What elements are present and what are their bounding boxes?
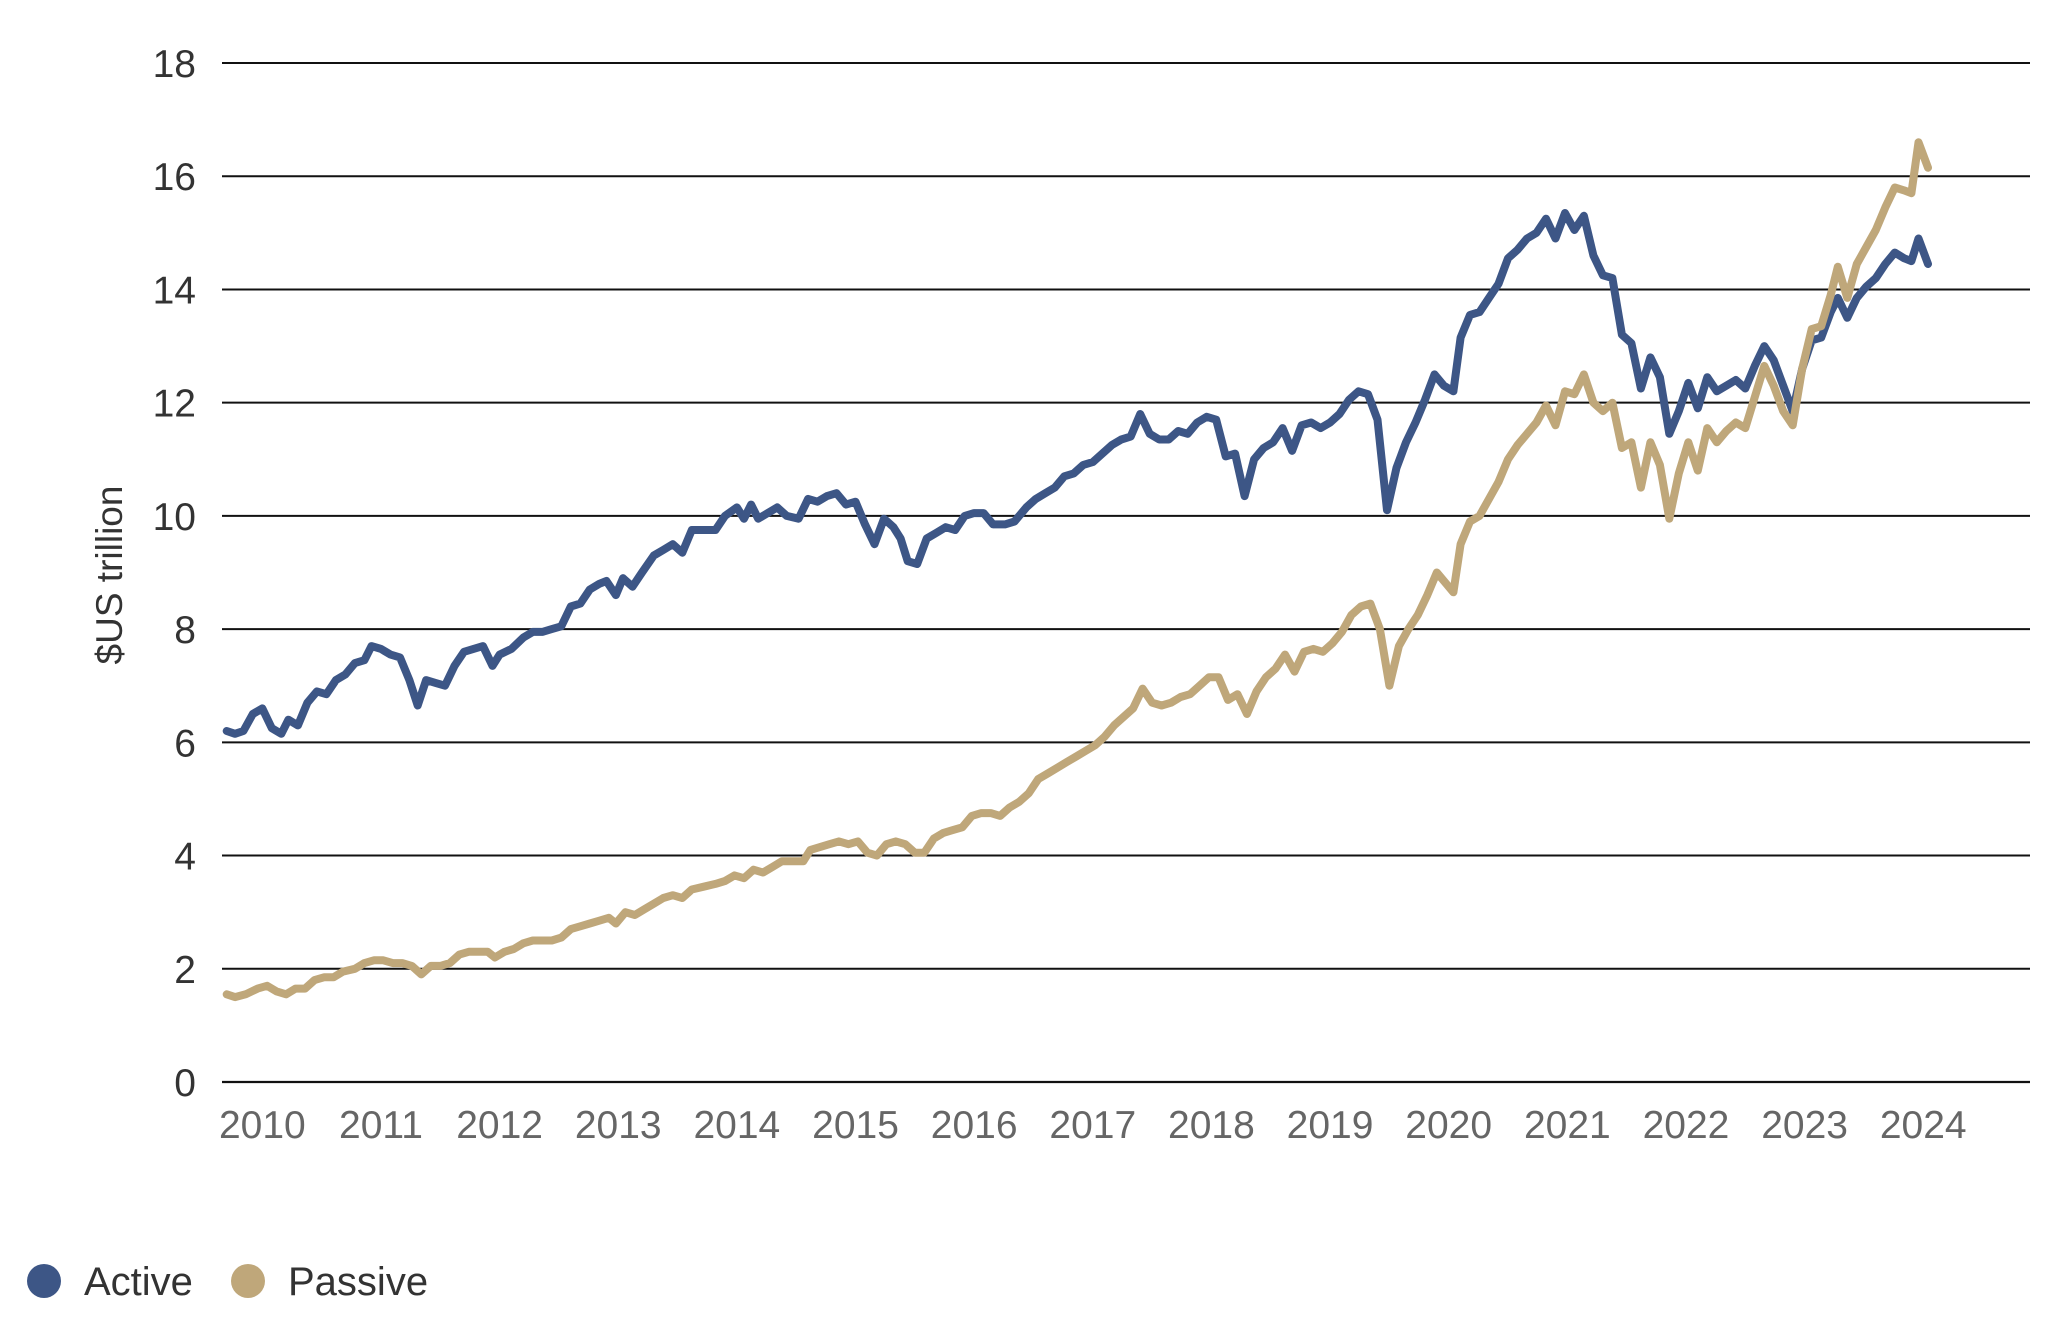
legend: Active Passive [27,1260,428,1304]
x-tick-label: 2012 [456,1104,543,1147]
series-lines [222,138,1932,1002]
x-tick-label: 2018 [1168,1104,1255,1147]
y-axis-title: $US trillion [89,486,130,665]
y-tick-label: 2 [174,949,196,992]
legend-label-passive: Passive [288,1260,428,1304]
x-tick-label: 2011 [339,1104,423,1147]
x-tick-label: 2014 [693,1104,780,1147]
x-tick-label: 2015 [812,1104,899,1147]
x-tick-label: 2017 [1049,1104,1136,1147]
x-tick-label: 2021 [1524,1104,1611,1147]
x-tick-label: 2019 [1287,1104,1374,1147]
x-tick-label: 2020 [1405,1104,1492,1147]
legend-swatch-passive [231,1264,265,1298]
legend-swatch-active [27,1264,61,1298]
legend-item-active: Active [27,1260,193,1304]
y-tick-label: 14 [153,269,196,312]
y-tick-label: 6 [174,722,196,765]
series-line-passive [222,138,1932,1002]
y-tick-label: 16 [153,156,196,199]
gridlines [222,62,2030,1084]
legend-item-passive: Passive [231,1260,428,1304]
y-tick-label: 12 [153,383,196,426]
y-tick-label: 10 [153,496,196,539]
x-tick-label: 2024 [1880,1104,1967,1147]
x-tick-label: 2010 [219,1104,306,1147]
y-tick-label: 0 [174,1062,196,1105]
series-line-active [222,209,1932,738]
y-tick-label: 8 [174,609,196,652]
legend-label-active: Active [84,1260,193,1304]
x-tick-label: 2023 [1761,1104,1848,1147]
y-tick-label: 4 [174,836,196,879]
x-tick-label: 2013 [575,1104,662,1147]
y-tick-label: 18 [153,43,196,86]
x-tick-label: 2016 [931,1104,1018,1147]
x-tick-label: 2022 [1643,1104,1730,1147]
y-axis-tick-labels: 0 2 4 6 8 10 12 14 16 18 [153,43,196,1105]
x-axis-tick-labels: 2010 2011 2012 2013 2014 2015 2016 2017 2018 2019… [219,1104,1967,1147]
